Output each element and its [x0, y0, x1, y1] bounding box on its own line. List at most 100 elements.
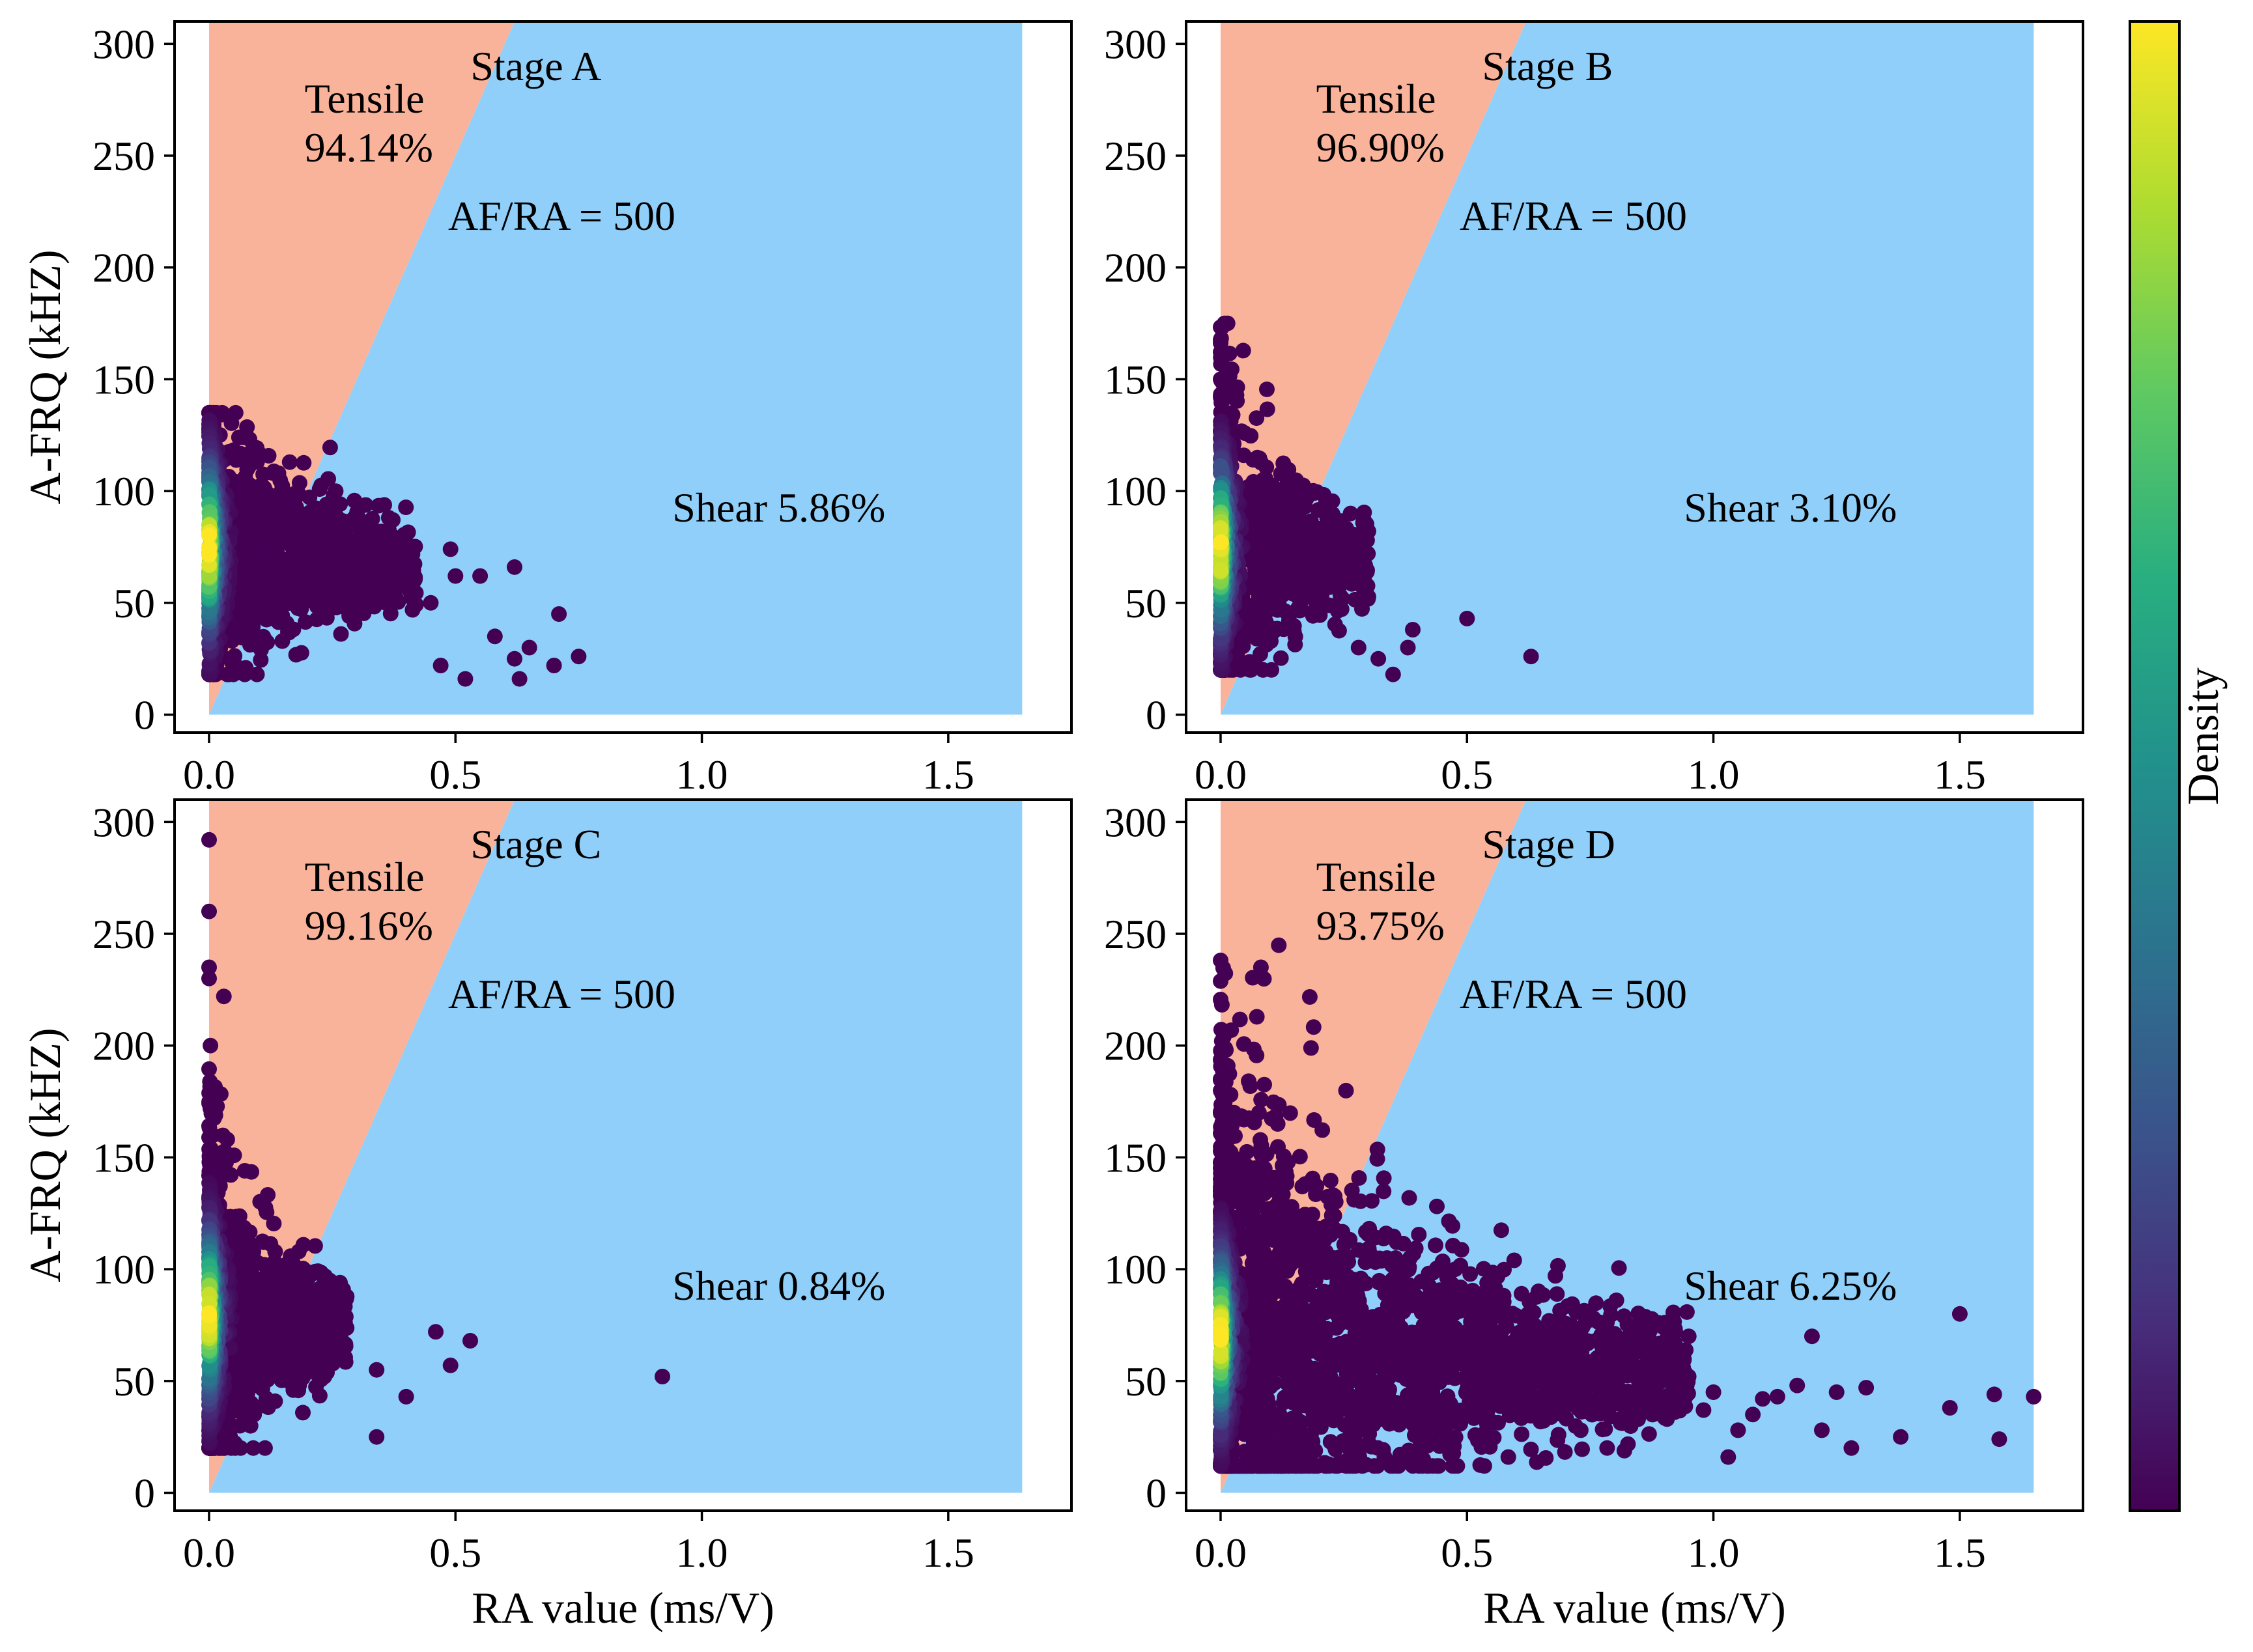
scatter-point: [1322, 1173, 1339, 1188]
y-tick-label: 100: [92, 1246, 155, 1293]
scatter-points: [1213, 937, 2042, 1474]
x-tick-label: 1.5: [922, 751, 974, 798]
scatter-point: [1588, 1295, 1604, 1311]
scatter-point: [1616, 1308, 1632, 1324]
scatter-point: [1338, 1082, 1354, 1099]
tensile-percent: 94.14%: [305, 124, 433, 171]
scatter-point: [442, 541, 459, 557]
x-tick-label: 1.5: [1934, 751, 1986, 798]
tensile-percent: 99.16%: [305, 903, 433, 949]
scatter-point: [1310, 502, 1326, 518]
scatter-point: [201, 527, 217, 543]
scatter-point: [236, 1163, 253, 1179]
scatter-point: [432, 658, 449, 673]
shear-label: Shear 5.86%: [672, 484, 885, 531]
scatter-point: [1523, 1441, 1539, 1457]
scatter-point: [1305, 1019, 1322, 1035]
scatter-point: [1843, 1440, 1860, 1456]
scatter-point: [1327, 616, 1343, 632]
shear-region: [1220, 21, 2034, 715]
scatter-points: [201, 404, 587, 687]
scatter-point: [1364, 1193, 1380, 1209]
scatter-point: [1273, 466, 1289, 482]
scatter-point: [1602, 1298, 1619, 1314]
scatter-point: [216, 988, 232, 1005]
scatter-point: [1705, 1384, 1722, 1400]
scatter-point: [1301, 989, 1318, 1005]
scatter-point: [1401, 1190, 1417, 1206]
scatter-point: [1442, 1446, 1458, 1463]
scatter-point: [1259, 401, 1275, 417]
scatter-point: [1376, 1170, 1392, 1186]
scatter-point: [1529, 1454, 1545, 1470]
scatter-point: [1306, 1112, 1322, 1128]
scatter-point: [1789, 1377, 1806, 1393]
x-tick-label: 0.0: [1195, 751, 1247, 798]
y-tick-label: 100: [1104, 468, 1167, 514]
stage-label: Stage C: [470, 821, 601, 867]
y-tick-label: 250: [1104, 133, 1167, 179]
x-tick-label: 0.0: [183, 751, 235, 798]
scatter-point: [398, 1388, 414, 1405]
y-tick-label: 300: [92, 21, 155, 67]
scatter-point: [322, 440, 338, 456]
scatter-point: [1249, 410, 1265, 427]
scatter-point: [1350, 639, 1367, 656]
scatter-point: [257, 1440, 273, 1456]
axes-frame: [1185, 20, 2084, 734]
y-tick-label: 150: [92, 1134, 155, 1181]
scatter-point: [1256, 971, 1272, 987]
scatter-point: [1680, 1328, 1697, 1345]
scatter-point: [1730, 1422, 1746, 1438]
scatter-point: [1411, 1227, 1427, 1242]
scatter-point: [447, 568, 464, 584]
x-tick-label: 1.0: [676, 751, 728, 798]
scatter-point: [1369, 1151, 1385, 1167]
y-axis-label: A-FRQ (kHZ): [20, 250, 70, 505]
y-tick-label: 150: [92, 356, 155, 402]
scatter-point: [296, 455, 312, 471]
scatter-point: [1428, 1237, 1443, 1253]
tensile-label: Tensile: [305, 854, 425, 900]
scatter-point: [457, 671, 474, 687]
scatter-point: [1358, 1224, 1374, 1240]
y-tick-label: 200: [92, 245, 155, 291]
scatter-point: [423, 595, 439, 611]
scatter-point: [380, 510, 397, 526]
scatter-point: [1445, 1458, 1461, 1474]
shear-label: Shear 0.84%: [672, 1263, 885, 1309]
scatter-point: [201, 1061, 217, 1077]
scatter-point: [1347, 591, 1363, 608]
scatter-point: [1549, 1286, 1565, 1302]
scatter-point: [201, 970, 217, 987]
scatter-point: [511, 671, 528, 687]
scatter-point: [1249, 1009, 1265, 1025]
scatter-point: [1370, 651, 1387, 667]
scatter-point: [281, 454, 298, 470]
scatter-point: [1986, 1386, 2002, 1403]
ratio-label: AF/RA = 500: [1460, 193, 1687, 239]
scatter-point: [1213, 973, 1228, 989]
scatter-point: [1235, 343, 1251, 359]
scatter-point: [1376, 1183, 1392, 1199]
x-tick-label: 0.5: [1441, 751, 1493, 798]
scatter-point: [1357, 1254, 1374, 1270]
scatter-point: [1506, 1252, 1522, 1268]
scatter-point: [1500, 1449, 1516, 1465]
y-tick-label: 0: [1146, 692, 1167, 738]
scatter-point: [428, 1324, 444, 1340]
scatter-point: [1893, 1429, 1909, 1445]
scatter-point: [1213, 535, 1229, 551]
scatter-point: [1351, 1170, 1367, 1186]
scatter-point: [1594, 1421, 1611, 1438]
scatter-point: [369, 1429, 385, 1445]
scatter-point: [1306, 603, 1322, 619]
scatter-point: [1445, 1237, 1461, 1253]
scatter-point: [462, 1333, 478, 1349]
scatter-point: [220, 666, 235, 682]
x-tick-label: 1.5: [922, 1530, 974, 1576]
y-tick-label: 200: [92, 1023, 155, 1069]
scatter-point: [1814, 1422, 1830, 1438]
